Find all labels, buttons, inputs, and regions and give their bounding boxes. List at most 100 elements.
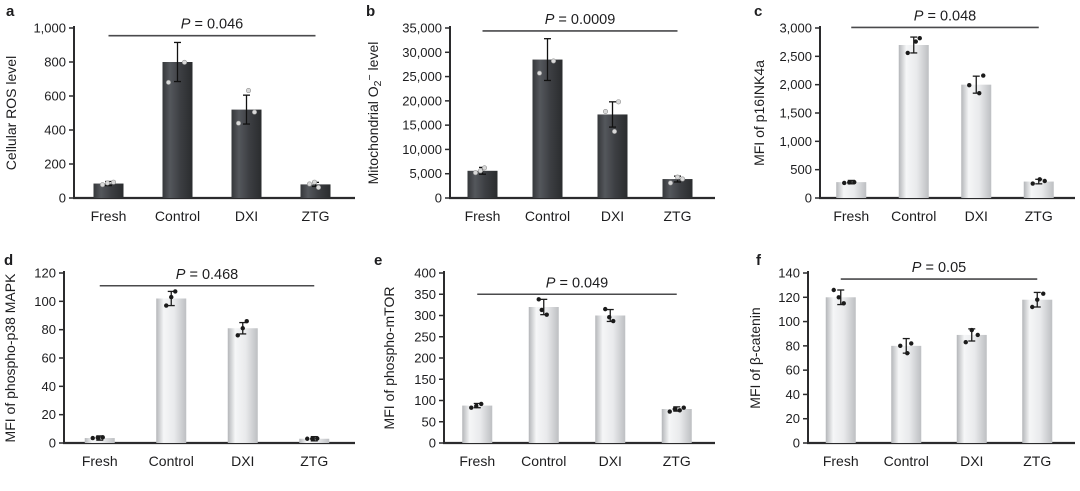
- y-tick-label: 40: [786, 387, 800, 402]
- y-tick-label: 3,000: [779, 21, 812, 36]
- data-point: [831, 287, 836, 293]
- data-point: [252, 109, 258, 115]
- data-point: [977, 90, 982, 96]
- bar-ZTG: [661, 409, 692, 443]
- panel-b: b Mitochondrial O2− level 0 5,000 10,000 15,0…: [360, 0, 720, 245]
- data-point: [917, 36, 922, 41]
- data-point: [166, 79, 172, 85]
- data-point: [169, 294, 174, 300]
- data-point: [479, 401, 484, 407]
- bar-Fresh: [462, 405, 493, 443]
- y-tick-label: 120: [778, 290, 800, 305]
- bar-Control: [532, 59, 563, 199]
- data-point: [672, 406, 677, 412]
- p-value-label: P = 0.046: [181, 17, 243, 33]
- bar-Fresh: [825, 297, 856, 443]
- data-point: [905, 350, 910, 356]
- x-category-label: Fresh: [82, 453, 118, 469]
- bar-ZTG: [1023, 181, 1054, 198]
- bar-ZTG: [300, 184, 331, 198]
- x-category-label: ZTG: [300, 453, 328, 469]
- x-category-label: Fresh: [823, 453, 859, 469]
- y-tick-label: 1,000: [779, 134, 812, 149]
- chart-cellular-ros: a Cellular ROS level 0 200 400 600 800 1,000 Fre…: [3, 3, 355, 224]
- panel-c: c MFI of p16INK4a 0 500 1,000 1,500 2,000 2,500…: [720, 0, 1080, 245]
- x-category-label: DXI: [601, 208, 624, 224]
- data-point: [852, 179, 857, 185]
- y-tick-label: 40: [42, 379, 56, 394]
- x-category-label: Control: [884, 453, 929, 469]
- y-tick-label: 5,000: [409, 166, 442, 181]
- y-tick-label: 120: [34, 266, 56, 281]
- data-point: [537, 70, 543, 76]
- x-category-label: ZTG: [1023, 453, 1051, 469]
- x-category-label: Fresh: [459, 453, 495, 469]
- y-tick-label: 25,000: [402, 69, 442, 84]
- data-point: [963, 340, 968, 345]
- x-category-label: DXI: [231, 453, 254, 469]
- x-category-label: ZTG: [663, 453, 691, 469]
- data-point: [898, 343, 903, 349]
- y-tick-label: 200: [414, 351, 436, 366]
- y-tick-label: 50: [422, 414, 436, 429]
- y-tick-label: 20: [786, 411, 800, 426]
- bar-Control: [898, 45, 929, 198]
- y-tick-label: 20,000: [402, 93, 442, 108]
- data-point: [1035, 297, 1040, 302]
- y-tick-label: 2,000: [779, 77, 812, 92]
- data-point: [677, 408, 682, 413]
- y-tick-label: 30,000: [402, 45, 442, 60]
- data-point: [315, 184, 321, 190]
- data-point: [681, 405, 686, 410]
- y-axis-title: MFI of phospho-p38 MAPK: [2, 273, 18, 443]
- y-tick-label: 60: [786, 363, 800, 378]
- panel-letter: e: [374, 252, 382, 269]
- data-point: [236, 120, 242, 126]
- bar-Fresh: [836, 182, 867, 198]
- data-point: [603, 306, 608, 312]
- y-tick-label: 0: [49, 436, 56, 451]
- y-tick-label: 10,000: [402, 142, 442, 157]
- chart-mitochondrial-o2: b Mitochondrial O2− level 0 5,000 10,000 15,0…: [364, 3, 715, 224]
- data-point: [674, 174, 680, 180]
- y-tick-label: 500: [790, 162, 812, 177]
- y-tick-label: 2,500: [779, 49, 812, 64]
- data-point: [1030, 181, 1035, 186]
- data-point: [95, 435, 100, 440]
- x-category-label: Control: [155, 208, 200, 224]
- p-value-label: P = 0.049: [546, 275, 608, 291]
- data-point: [246, 88, 252, 94]
- data-point: [603, 109, 609, 115]
- panel-e: e MFI of phospho-mTOR 0 50 100 150 200 250 300 35…: [360, 245, 720, 490]
- x-category-label: ZTG: [664, 208, 692, 224]
- panel-letter: d: [4, 252, 13, 269]
- chart-phospho-p38-mapk: d MFI of phospho-p38 MAPK 0 20 40 60 80 100 120 F…: [2, 252, 355, 469]
- data-point: [847, 180, 852, 185]
- y-tick-label: 0: [435, 191, 442, 206]
- data-point: [306, 181, 312, 187]
- panel-letter: c: [754, 3, 762, 20]
- y-tick-label: 100: [414, 393, 436, 408]
- bar-DXI: [961, 84, 992, 198]
- data-point: [310, 436, 315, 441]
- data-point: [1041, 291, 1046, 296]
- data-point: [90, 435, 95, 441]
- data-point: [969, 327, 974, 333]
- data-point: [235, 333, 240, 338]
- y-tick-label: 250: [414, 329, 436, 344]
- y-tick-label: 1,500: [779, 106, 812, 121]
- chart-beta-catenin: f MFI of β-catenin 0 20 40 60 80 100 120 140 Fresh…: [747, 252, 1075, 469]
- y-tick-label: 35,000: [402, 21, 442, 36]
- data-point: [612, 128, 618, 134]
- data-point: [478, 168, 484, 174]
- data-point: [482, 165, 488, 171]
- data-point: [967, 83, 972, 88]
- data-point: [473, 170, 479, 176]
- panel-letter: a: [6, 3, 15, 20]
- data-point: [905, 50, 910, 56]
- data-point: [100, 435, 105, 440]
- data-point: [607, 315, 612, 320]
- y-tick-label: 0: [793, 436, 800, 451]
- data-point: [544, 312, 549, 317]
- y-tick-label: 350: [414, 287, 436, 302]
